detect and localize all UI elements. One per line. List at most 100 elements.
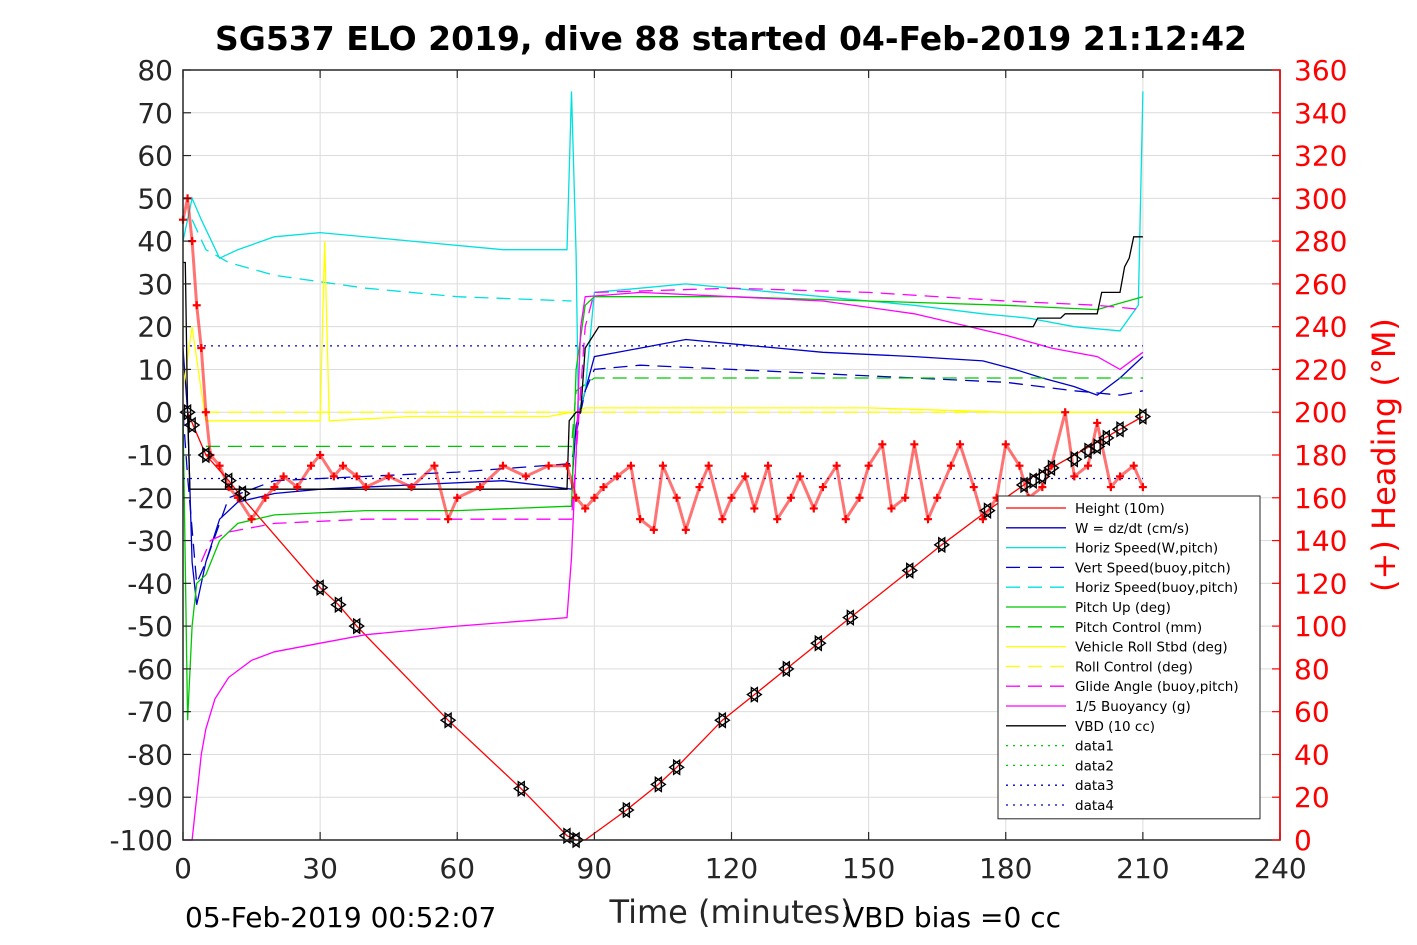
legend-entry: data2 — [1006, 758, 1114, 774]
y-tick-label: -90 — [127, 781, 173, 814]
y2-tick-label: 20 — [1294, 781, 1330, 814]
depth-marker — [558, 827, 576, 845]
depth-marker — [618, 801, 635, 819]
y2-tick-label: 40 — [1294, 738, 1330, 771]
y-tick-label: -70 — [127, 696, 173, 729]
legend-label: Pitch Control (mm) — [1075, 620, 1202, 636]
depth-marker — [1088, 438, 1106, 455]
depth-marker — [439, 711, 457, 729]
depth-marker — [1098, 429, 1115, 447]
legend-entry: Horiz Speed(buoy,pitch) — [1006, 580, 1238, 596]
y2-tick-label: 80 — [1294, 653, 1330, 686]
y2-tick-label: 180 — [1294, 439, 1347, 472]
depth-marker — [668, 758, 685, 776]
series-line-2 — [182, 91, 1144, 413]
depth-marker — [778, 660, 795, 678]
x-tick-label: 210 — [1116, 852, 1169, 885]
legend-entry: Vehicle Roll Stbd (deg) — [1006, 640, 1228, 656]
depth-marker — [513, 780, 530, 798]
depth-marker — [933, 536, 950, 554]
legend-entry: Roll Control (deg) — [1006, 659, 1193, 675]
legend-entry: data3 — [1006, 778, 1114, 794]
legend-entry: VBD (10 cc) — [1006, 719, 1155, 735]
y2-tick-label: 320 — [1294, 140, 1347, 173]
legend-label: data3 — [1075, 778, 1114, 794]
y-tick-label: -50 — [127, 610, 173, 643]
legend-entry: Vert Speed(buoy,pitch) — [1006, 560, 1231, 576]
x-tick-label: 180 — [979, 852, 1032, 885]
series-line-5 — [182, 296, 1144, 721]
legend-entry: data1 — [1006, 739, 1114, 755]
x-tick-label: 150 — [842, 852, 895, 885]
y-tick-label: 20 — [137, 311, 173, 344]
legend-entry: 1/5 Buoyancy (g) — [1006, 699, 1191, 715]
y2-tick-label: 220 — [1294, 353, 1347, 386]
y-tick-label: 0 — [155, 396, 173, 429]
y2-tick-label: 360 — [1294, 54, 1347, 87]
y2-tick-label: 140 — [1294, 525, 1347, 558]
legend-label: Height (10m) — [1075, 501, 1165, 517]
y-tick-label: -20 — [127, 482, 173, 515]
chart-title: SG537 ELO 2019, dive 88 started 04-Feb-2… — [215, 19, 1247, 58]
legend-label: data2 — [1075, 758, 1114, 774]
y2-tick-label: 300 — [1294, 182, 1347, 215]
series-line-11 — [183, 236, 1143, 490]
y-tick-label: 10 — [137, 353, 173, 386]
legend-label: 1/5 Buoyancy (g) — [1075, 699, 1191, 715]
depth-marker — [1079, 442, 1097, 460]
axis-layer: 0 30 60 90 120 150 180 210 24080706050403020100-… — [109, 54, 1347, 885]
depth-marker — [183, 416, 201, 434]
depth-marker — [1043, 459, 1060, 477]
legend-entry: W = dz/dt (cm/s) — [1006, 521, 1189, 537]
y-tick-label: 30 — [137, 268, 173, 301]
y2-tick-label: 160 — [1294, 482, 1347, 515]
y2-tick-label: 240 — [1294, 311, 1347, 344]
y2-tick-label: 200 — [1294, 396, 1347, 429]
depth-marker — [979, 502, 996, 519]
depth-marker — [1134, 408, 1152, 425]
y-tick-label: 80 — [137, 54, 173, 87]
depth-marker — [348, 617, 365, 635]
depth-marker — [1024, 472, 1042, 490]
legend-label: W = dz/dt (cm/s) — [1075, 521, 1189, 537]
heading-trace — [181, 197, 1145, 536]
legend-label: Vert Speed(buoy,pitch) — [1075, 560, 1231, 576]
depth-marker — [311, 579, 329, 596]
y-tick-label: -80 — [127, 738, 173, 771]
y-tick-label: -100 — [109, 824, 173, 857]
depth-marker — [901, 562, 918, 579]
depth-marker — [810, 634, 827, 652]
legend-entry: Horiz Speed(W,pitch) — [1006, 541, 1218, 557]
x-tick-label: 30 — [302, 852, 338, 885]
x-tick-label: 60 — [439, 852, 475, 885]
x-axis-label: Time (minutes) — [609, 893, 853, 931]
y-tick-label: 40 — [137, 225, 173, 258]
series-line-7 — [182, 241, 1143, 422]
legend: Height (10m) W = dz/dt (cm/s) Horiz Speed(… — [997, 495, 1261, 820]
legend-label: Horiz Speed(buoy,pitch) — [1075, 580, 1238, 596]
legend-label: data4 — [1075, 798, 1114, 814]
depth-marker — [1034, 468, 1051, 485]
footer-timestamp: 05-Feb-2019 00:52:07 — [185, 901, 496, 934]
y2-tick-label: 100 — [1294, 610, 1347, 643]
marker-layer — [179, 194, 1152, 849]
y2-tick-label: 60 — [1294, 696, 1330, 729]
legend-label: VBD (10 cc) — [1075, 719, 1155, 735]
y-tick-label: -30 — [127, 525, 173, 558]
y-tick-label: 60 — [137, 140, 173, 173]
y2-tick-label: 340 — [1294, 97, 1347, 130]
depth-marker — [746, 686, 763, 703]
y2-axis-label: (+) Heading (°M) — [1365, 318, 1403, 592]
legend-entry: Glide Angle (buoy,pitch) — [1006, 679, 1239, 695]
y2-tick-label: 0 — [1294, 824, 1312, 857]
legend-entry: Pitch Control (mm) — [1006, 620, 1202, 636]
legend-label: Vehicle Roll Stbd (deg) — [1075, 640, 1228, 656]
x-tick-label: 0 — [174, 852, 192, 885]
depth-marker — [197, 446, 215, 464]
series-line-10 — [183, 291, 1144, 841]
series-line-4 — [191, 219, 572, 302]
depth-marker — [1015, 476, 1033, 494]
legend-label: Horiz Speed(W,pitch) — [1075, 541, 1218, 557]
y2-tick-label: 280 — [1294, 225, 1347, 258]
